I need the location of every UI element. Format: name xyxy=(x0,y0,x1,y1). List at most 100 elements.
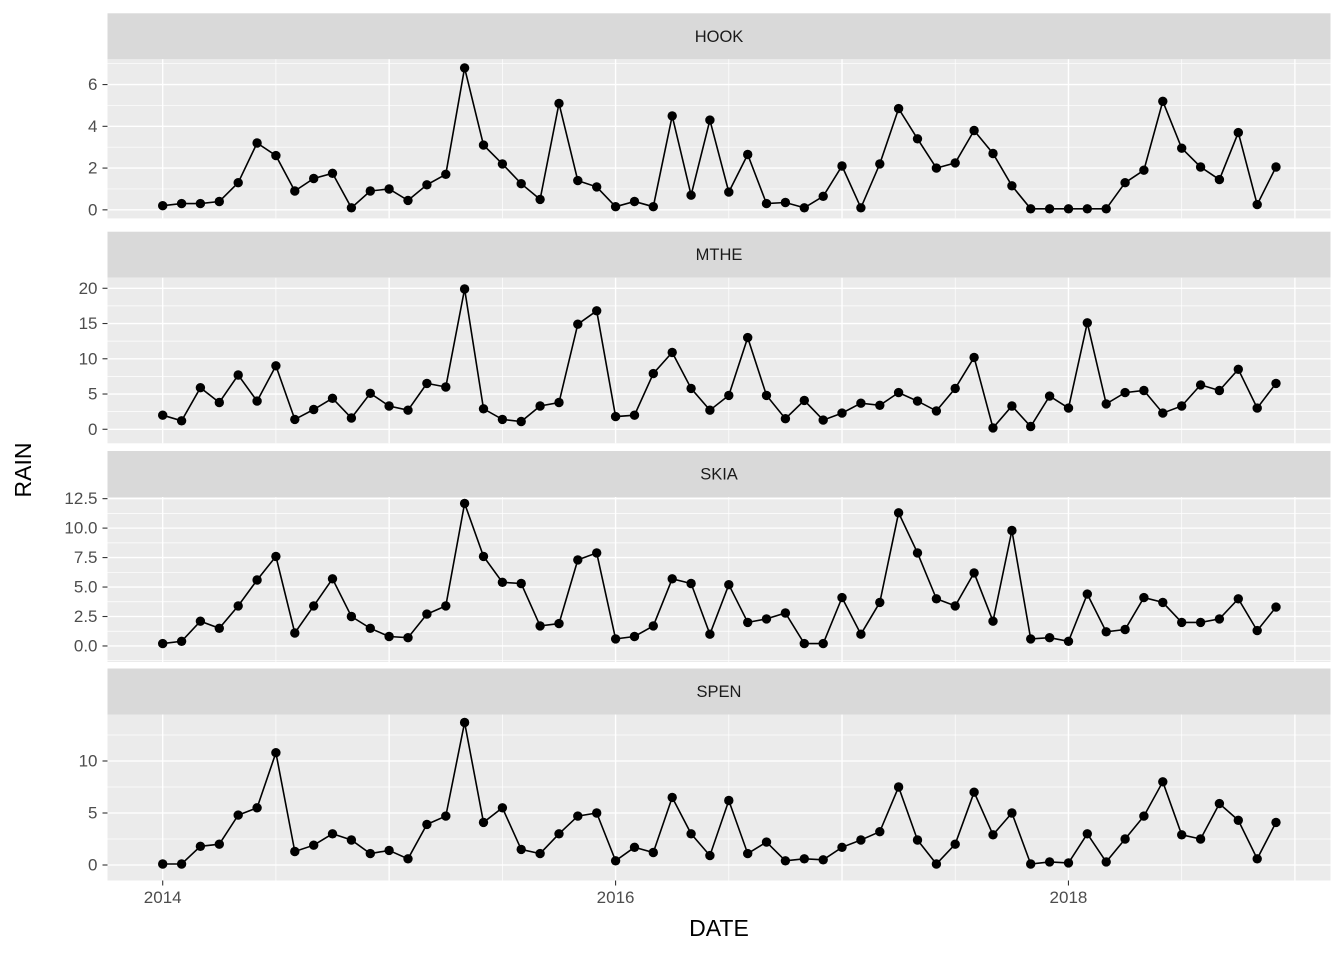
data-point xyxy=(459,498,470,509)
data-point xyxy=(535,621,545,631)
x-tick-label: 2018 xyxy=(1050,888,1088,907)
data-point xyxy=(290,186,300,196)
data-point xyxy=(1101,627,1111,637)
data-point xyxy=(309,173,319,184)
data-point xyxy=(893,387,904,398)
data-point xyxy=(818,415,828,425)
data-point xyxy=(290,628,300,638)
data-point xyxy=(667,347,677,358)
data-point xyxy=(1044,633,1055,643)
panel-background xyxy=(107,277,1331,444)
data-point xyxy=(1177,617,1187,628)
data-point xyxy=(648,621,658,631)
data-point xyxy=(422,180,432,190)
data-point xyxy=(629,842,640,852)
facet-strip xyxy=(107,13,1331,60)
data-point xyxy=(535,194,545,205)
y-tick-label: 2.5 xyxy=(74,607,98,626)
data-point xyxy=(176,859,187,869)
facet-title: HOOK xyxy=(695,28,744,46)
data-point xyxy=(592,548,602,558)
data-point xyxy=(1026,421,1036,432)
data-point xyxy=(705,115,715,125)
data-point xyxy=(743,848,753,859)
data-point xyxy=(403,633,413,643)
facet-strip xyxy=(107,668,1331,715)
data-point xyxy=(1044,391,1055,401)
data-point xyxy=(1120,387,1130,398)
data-point xyxy=(478,404,489,414)
data-point xyxy=(780,608,791,618)
x-tick-label: 2014 xyxy=(144,888,182,907)
data-point xyxy=(478,551,489,562)
data-point xyxy=(233,178,243,188)
data-point xyxy=(214,397,224,408)
data-point xyxy=(1233,815,1244,825)
data-point xyxy=(346,413,357,423)
data-point xyxy=(610,634,621,644)
panel-background xyxy=(107,59,1331,219)
data-point xyxy=(1026,634,1036,644)
data-point xyxy=(478,140,489,150)
data-point xyxy=(969,125,979,136)
data-point xyxy=(195,841,206,851)
data-point xyxy=(931,859,942,869)
data-point xyxy=(554,618,564,629)
data-point xyxy=(271,748,281,758)
data-point xyxy=(724,390,734,401)
data-point xyxy=(1177,401,1187,411)
data-point xyxy=(629,410,640,420)
data-point xyxy=(309,601,319,611)
data-point xyxy=(1233,594,1244,604)
data-point xyxy=(592,182,602,192)
data-point xyxy=(365,623,375,633)
y-tick-label: 12.5 xyxy=(64,489,97,508)
data-point xyxy=(459,284,470,294)
data-point xyxy=(516,844,526,855)
data-point xyxy=(573,555,583,565)
data-point xyxy=(667,574,677,584)
facet-panels: HOOK 0 2 4 6 MTHE 0 5 10 15 20 SKIA 0.0 2.5 5.0 7.5 10.0… xyxy=(64,13,1331,907)
data-point xyxy=(1082,589,1093,599)
data-point xyxy=(893,782,904,792)
data-point xyxy=(233,810,243,820)
data-point xyxy=(610,856,621,866)
data-point xyxy=(780,414,791,424)
data-point xyxy=(497,159,508,169)
data-point xyxy=(252,138,262,148)
data-point xyxy=(1063,403,1074,413)
data-point xyxy=(1252,199,1262,210)
data-point xyxy=(648,368,658,379)
data-point xyxy=(724,187,734,197)
data-point xyxy=(875,827,885,837)
data-point xyxy=(554,98,564,109)
data-point xyxy=(1271,602,1281,612)
data-point xyxy=(969,352,979,363)
data-point xyxy=(1214,798,1225,809)
x-tick-label: 2016 xyxy=(597,888,635,907)
data-point xyxy=(403,195,413,206)
y-tick-label: 20 xyxy=(79,279,98,298)
data-point xyxy=(705,629,715,639)
rain-series-line xyxy=(162,500,1277,645)
data-point xyxy=(837,161,847,171)
y-axis-title: RAIN xyxy=(10,443,36,498)
data-point xyxy=(252,396,262,406)
data-point xyxy=(686,578,696,589)
data-point xyxy=(912,396,923,406)
data-point xyxy=(573,319,583,329)
data-point xyxy=(176,636,187,646)
data-point xyxy=(667,792,677,803)
data-point xyxy=(912,835,923,845)
facet-title: SKIA xyxy=(700,466,738,484)
y-tick-label: 4 xyxy=(88,117,97,136)
data-point xyxy=(497,803,508,813)
y-tick-label: 15 xyxy=(79,314,98,333)
data-point xyxy=(1271,162,1281,172)
data-point xyxy=(327,168,338,178)
facet-title: SPEN xyxy=(697,683,742,701)
data-point xyxy=(573,811,583,821)
data-point xyxy=(743,617,753,628)
data-point xyxy=(818,191,828,201)
data-point xyxy=(516,578,526,589)
